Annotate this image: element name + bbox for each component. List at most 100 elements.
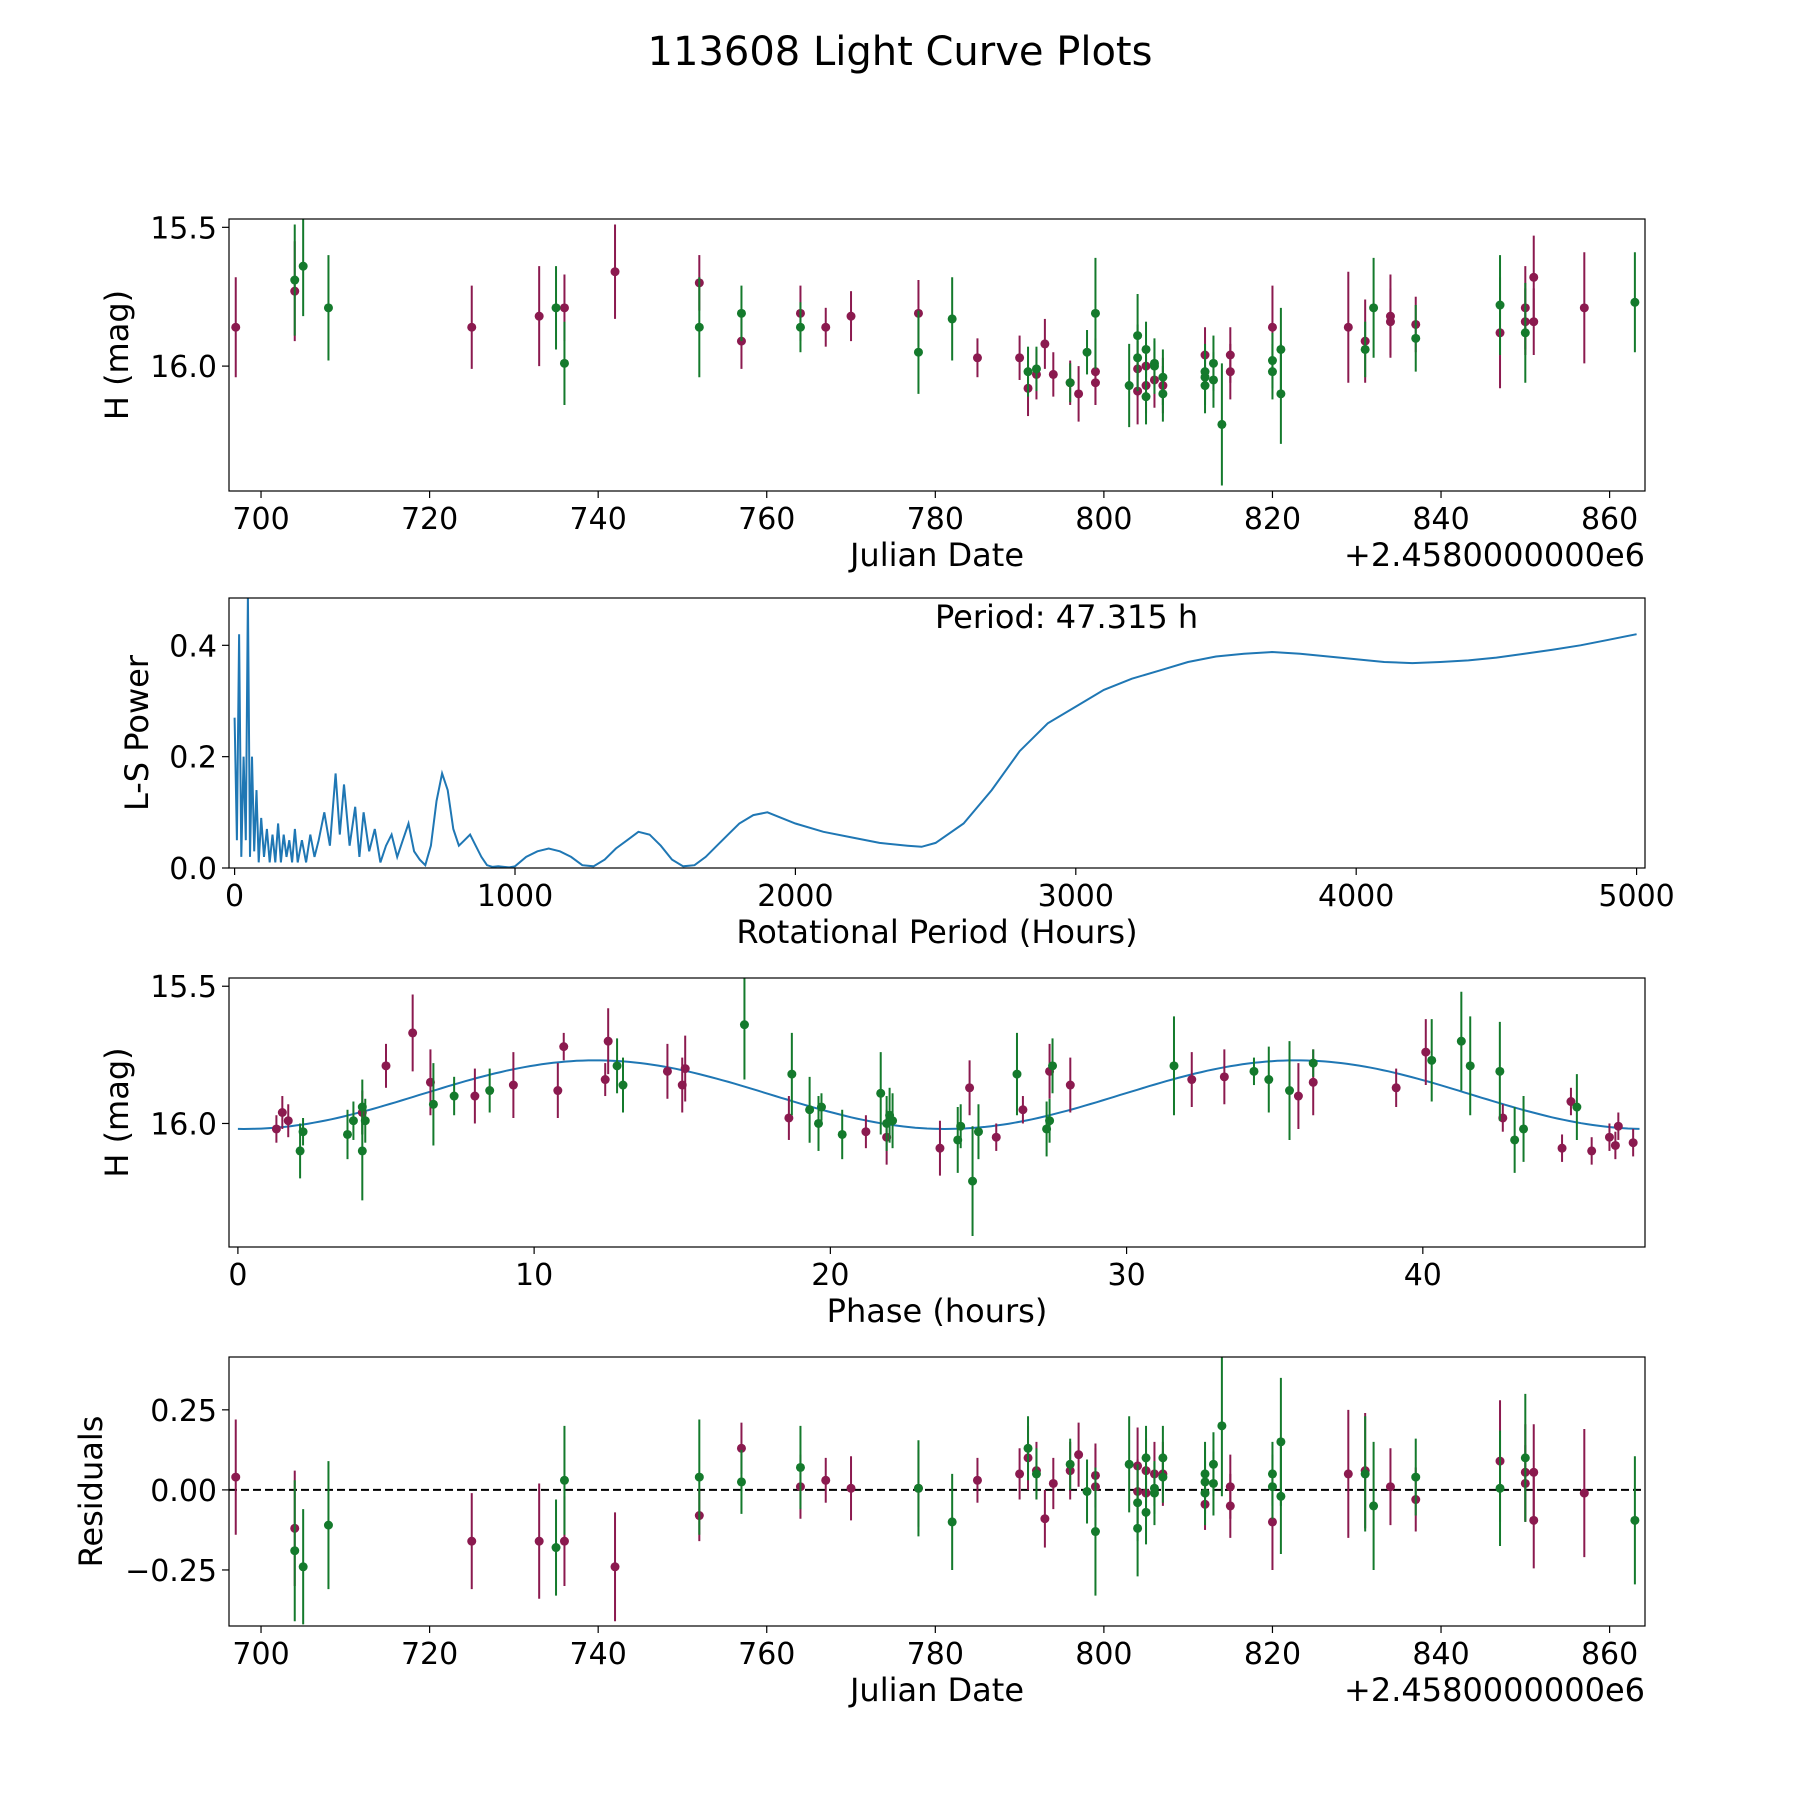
ls-y-axis-label: L-S Power bbox=[118, 654, 156, 811]
data-point-maroon bbox=[1048, 1478, 1058, 1488]
y-tick-label: 0.2 bbox=[169, 741, 217, 776]
data-point-green bbox=[1217, 1421, 1227, 1431]
data-point-green bbox=[694, 1472, 704, 1482]
data-point-green bbox=[795, 1462, 805, 1472]
x-tick-label: 800 bbox=[1075, 1637, 1132, 1672]
data-point-green bbox=[357, 1146, 367, 1156]
data-point-green bbox=[1465, 1061, 1475, 1071]
data-point-green bbox=[1031, 364, 1041, 374]
data-point-green bbox=[1133, 1498, 1143, 1508]
data-point-green bbox=[1149, 358, 1159, 368]
data-point-green bbox=[290, 1546, 300, 1556]
data-point-maroon bbox=[408, 1028, 418, 1038]
x-tick-label: 0 bbox=[225, 879, 244, 914]
data-point-green bbox=[360, 1116, 370, 1126]
x-tick-label: 760 bbox=[738, 1637, 795, 1672]
data-point-green bbox=[956, 1121, 966, 1131]
data-point-maroon bbox=[1040, 339, 1050, 349]
data-point-green bbox=[323, 1520, 333, 1530]
x-tick-label: 40 bbox=[1404, 1258, 1442, 1293]
data-point-green bbox=[816, 1102, 826, 1112]
data-point-maroon bbox=[1628, 1138, 1638, 1148]
data-point-green bbox=[1427, 1055, 1437, 1065]
data-point-maroon bbox=[271, 1124, 281, 1134]
data-point-green bbox=[1045, 1116, 1055, 1126]
panel-phase: 0 10 20 30 40 16.0 15.5 Phase (hours) H (mag) bbox=[98, 970, 1646, 1330]
x-tick-label: 740 bbox=[570, 502, 627, 537]
data-point-maroon bbox=[991, 1132, 1001, 1142]
data-point-green bbox=[1572, 1102, 1582, 1112]
phase-x-axis-label: Phase (hours) bbox=[827, 1292, 1048, 1330]
data-point-green bbox=[968, 1176, 978, 1186]
data-point-green bbox=[342, 1129, 352, 1139]
data-point-maroon bbox=[600, 1075, 610, 1085]
data-point-maroon bbox=[381, 1061, 391, 1071]
ls-plot-area bbox=[233, 598, 1637, 868]
x-tick-label: 10 bbox=[515, 1258, 553, 1293]
data-point-green bbox=[1082, 347, 1092, 357]
data-point-green bbox=[1124, 381, 1134, 391]
data-point-green bbox=[485, 1086, 495, 1096]
data-point-maroon bbox=[1040, 1514, 1050, 1524]
x-tick-label: 0 bbox=[228, 1258, 247, 1293]
data-point-maroon bbox=[1074, 389, 1084, 399]
data-point-green bbox=[1520, 1453, 1530, 1463]
data-point-green bbox=[1158, 1453, 1168, 1463]
data-point-green bbox=[1360, 344, 1370, 354]
data-point-maroon bbox=[534, 1536, 544, 1546]
data-point-maroon bbox=[680, 1064, 690, 1074]
data-point-green bbox=[1141, 1453, 1151, 1463]
x-tick-label: 840 bbox=[1412, 1637, 1469, 1672]
x-tick-label: 780 bbox=[907, 502, 964, 537]
data-point-maroon bbox=[231, 1472, 241, 1482]
data-point-maroon bbox=[1579, 1488, 1589, 1498]
data-point-maroon bbox=[553, 1086, 563, 1096]
data-point-green bbox=[837, 1129, 847, 1139]
data-point-maroon bbox=[1048, 369, 1058, 379]
resid-y-axis-label: Residuals bbox=[72, 1416, 110, 1568]
data-point-maroon bbox=[283, 1116, 293, 1126]
data-point-green bbox=[1510, 1135, 1520, 1145]
x-tick-label: 1000 bbox=[477, 879, 553, 914]
y-tick-label: 15.5 bbox=[150, 211, 217, 246]
x-offset-label: +2.4580000000e6 bbox=[1344, 1671, 1645, 1709]
data-point-maroon bbox=[467, 322, 477, 332]
data-point-green bbox=[1141, 392, 1151, 402]
data-point-green bbox=[1124, 1459, 1134, 1469]
data-point-maroon bbox=[1219, 1072, 1229, 1082]
data-point-green bbox=[1200, 1469, 1210, 1479]
data-point-green bbox=[1208, 375, 1218, 385]
lc-x-axis-label: Julian Date bbox=[848, 536, 1024, 574]
data-point-maroon bbox=[1225, 1501, 1235, 1511]
data-point-maroon bbox=[1343, 1469, 1353, 1479]
x-tick-label: 840 bbox=[1412, 502, 1469, 537]
data-point-maroon bbox=[277, 1108, 287, 1117]
data-point-green bbox=[947, 314, 957, 324]
data-point-maroon bbox=[736, 1443, 746, 1453]
data-point-green bbox=[1023, 1443, 1033, 1453]
data-point-green bbox=[1169, 1061, 1179, 1071]
data-point-maroon bbox=[603, 1036, 613, 1046]
data-point-green bbox=[1133, 353, 1143, 363]
data-point-green bbox=[612, 1061, 622, 1071]
y-tick-label: 0.0 bbox=[169, 852, 217, 887]
data-point-green bbox=[298, 261, 308, 271]
data-point-maroon bbox=[1074, 1450, 1084, 1460]
data-point-maroon bbox=[972, 1475, 982, 1485]
data-point-green bbox=[1411, 1472, 1421, 1482]
data-point-maroon bbox=[861, 1127, 871, 1137]
data-point-green bbox=[1090, 1527, 1100, 1537]
data-point-green bbox=[449, 1091, 459, 1101]
data-point-green bbox=[551, 303, 561, 313]
x-tick-label: 820 bbox=[1244, 1637, 1301, 1672]
data-point-maroon bbox=[467, 1536, 477, 1546]
y-tick-label: 16.0 bbox=[150, 350, 217, 385]
data-point-green bbox=[1495, 1483, 1505, 1493]
data-point-maroon bbox=[1529, 317, 1539, 327]
data-point-green bbox=[551, 1543, 561, 1553]
data-point-maroon bbox=[1015, 1469, 1025, 1479]
figure-title: 113608 Light Curve Plots bbox=[648, 29, 1153, 75]
x-tick-label: 780 bbox=[907, 1637, 964, 1672]
data-point-green bbox=[805, 1105, 815, 1115]
data-point-green bbox=[1276, 1491, 1286, 1501]
